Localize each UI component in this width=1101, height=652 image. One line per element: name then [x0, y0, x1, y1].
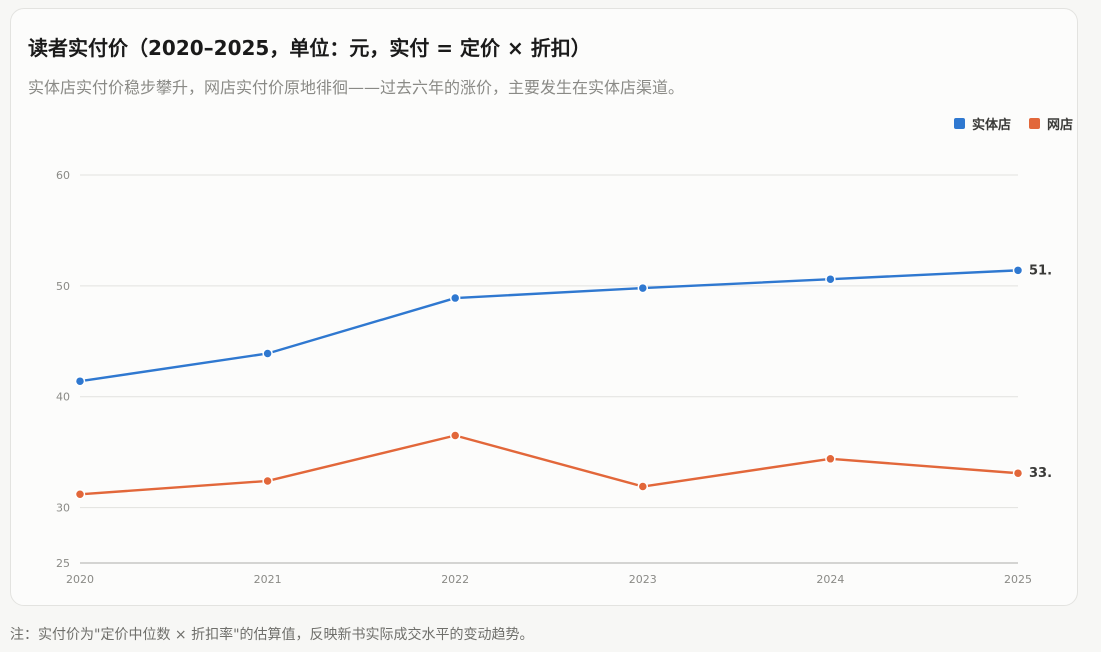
data-point: [262, 475, 273, 487]
legend: 实体店 网店: [936, 114, 1073, 133]
y-tick-label: 25: [56, 557, 70, 570]
x-tick-label: 2022: [441, 573, 469, 586]
footnote: 注：实付价为"定价中位数 × 折扣率"的估算值，反映新书实际成交水平的变动趋势。: [10, 627, 534, 643]
x-tick-label: 2021: [254, 573, 282, 586]
data-point: [449, 430, 461, 441]
data-point: [74, 375, 86, 387]
y-tick-label: 30: [56, 502, 70, 515]
legend-label-store: 实体店: [971, 118, 1011, 133]
legend-item-store[interactable]: 实体店: [953, 114, 1011, 133]
chart-subtitle: 实体店实付价稳步攀升，网店实付价原地徘徊——过去六年的涨价，主要发生在实体店渠道…: [28, 78, 685, 97]
chart-card: [10, 8, 1078, 606]
legend-label-online: 网店: [1046, 118, 1073, 133]
data-point: [637, 282, 649, 294]
end-data-label: 51.: [1029, 263, 1052, 278]
data-point: [1012, 265, 1024, 276]
x-tick-label: 2024: [816, 573, 844, 586]
data-point: [1012, 467, 1024, 479]
data-point: [637, 481, 649, 492]
y-tick-label: 40: [56, 391, 70, 404]
chart-title: 读者实付价（2020–2025，单位：元，实付 = 定价 × 折扣）: [28, 36, 591, 60]
series-line-0: [78, 269, 1020, 383]
x-tick-label: 2023: [629, 573, 657, 586]
series-line-1: [78, 434, 1020, 496]
y-tick-label: 50: [56, 280, 70, 293]
x-tick-label: 2025: [1004, 573, 1032, 586]
end-data-label: 33.: [1029, 466, 1052, 481]
legend-swatch-store: [953, 118, 965, 129]
data-point: [825, 273, 836, 285]
y-tick-label: 60: [56, 169, 70, 182]
data-point: [825, 453, 836, 465]
data-point: [74, 489, 86, 500]
x-tick-label: 2020: [66, 573, 94, 586]
legend-swatch-online: [1028, 118, 1040, 129]
legend-item-online[interactable]: 网店: [1028, 114, 1073, 133]
data-point: [262, 348, 273, 359]
data-point: [449, 292, 461, 304]
